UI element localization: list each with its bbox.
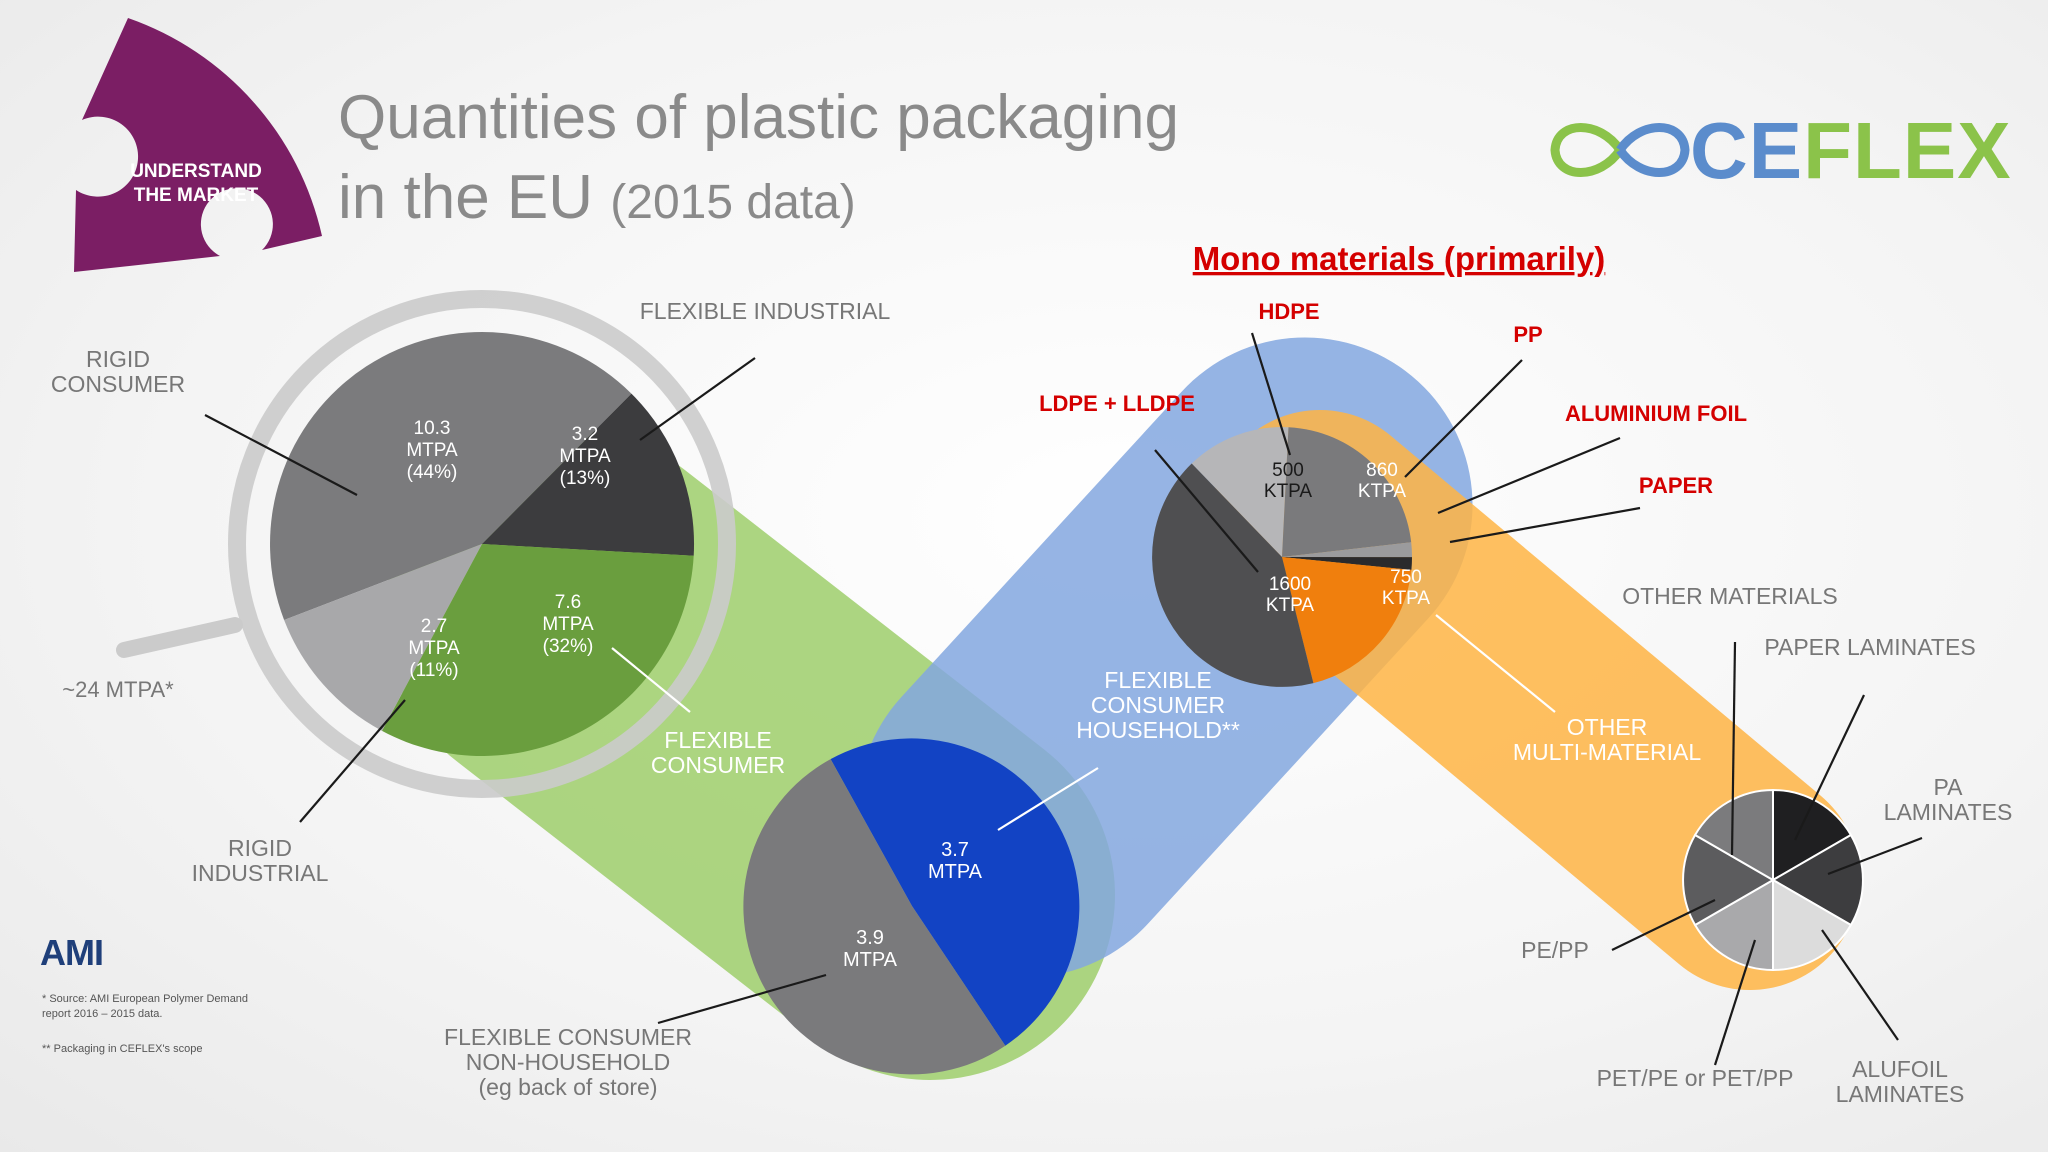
other-materials-slice-paper-laminates bbox=[1772, 788, 1853, 882]
household-slice-pp bbox=[1282, 427, 1412, 557]
leader-paper-laminates bbox=[1794, 694, 1865, 841]
footnote-source-1: * Source: AMI European Polymer Demand bbox=[42, 993, 249, 1005]
household-value: 3.7 MTPA bbox=[928, 839, 983, 883]
infinity-logo-icon bbox=[1550, 123, 1690, 177]
brand-left: CE bbox=[1690, 106, 1804, 195]
page-title-main: in the EU bbox=[338, 163, 594, 232]
page-title-line1: Quantities of plastic packaging bbox=[338, 83, 1179, 152]
flex-consumer-slice-flexible-consumer-non-household-eg-back-of-store bbox=[743, 759, 1006, 1075]
other-materials-slice-pa-laminates bbox=[1771, 833, 1864, 927]
label-paper-laminates: PAPER LAMINATES bbox=[1764, 634, 1975, 660]
household-value-other-multi-material: 750 KTPA bbox=[1382, 567, 1431, 609]
leader-non-household bbox=[657, 973, 827, 1025]
page-title-line2: in the EU (2015 data) bbox=[338, 162, 856, 233]
total-slice-rigid-industrial bbox=[284, 544, 482, 731]
household-slice-other-multi-material bbox=[1282, 557, 1412, 684]
flex-consumer-slice-flexible-consumer-household bbox=[830, 738, 1080, 1046]
label-flexible-industrial: FLEXIBLE INDUSTRIAL bbox=[640, 298, 891, 324]
label-other-multi-material: OTHER MULTI-MATERIAL bbox=[1513, 714, 1701, 765]
non-household-value: 3.9 MTPA bbox=[843, 927, 898, 971]
leader-rigid-industrial bbox=[299, 699, 406, 823]
label-paper: PAPER bbox=[1639, 473, 1713, 498]
label-total-mtpa: ~24 MTPA* bbox=[62, 677, 174, 702]
leader-hdpe bbox=[1250, 332, 1292, 456]
badge-line2: THE MARKET bbox=[133, 185, 259, 206]
household-value-pp: 860 KTPA bbox=[1358, 460, 1407, 502]
label-flexible-consumer: FLEXIBLE CONSUMER bbox=[651, 727, 785, 778]
leader-other-multi-material bbox=[1435, 614, 1556, 713]
badge-shape bbox=[74, 18, 322, 272]
other-materials-slice-alufoil-laminates bbox=[1772, 878, 1853, 972]
total-slice-value-flexible-consumer: 7.6 MTPA (32%) bbox=[542, 592, 594, 657]
household-value-hdpe: 500 KTPA bbox=[1264, 460, 1313, 502]
household-slice-ldpe-lldpe bbox=[1152, 463, 1314, 687]
footnote-source-2: report 2016 – 2015 data. bbox=[42, 1008, 163, 1020]
leader-ldpe-lldpe bbox=[1154, 449, 1259, 573]
footnote-scope: ** Packaging in CEFLEX's scope bbox=[42, 1043, 203, 1055]
total-slice-value-rigid-industrial: 2.7 MTPA (11%) bbox=[408, 616, 460, 681]
label-pp: PP bbox=[1513, 322, 1542, 347]
label-pa-laminates: PA LAMINATES bbox=[1884, 774, 2013, 825]
total-slice-rigid-consumer bbox=[270, 332, 632, 620]
household-value-ldpe-lldpe: 1600 KTPA bbox=[1266, 574, 1315, 616]
brand-right: FLEX bbox=[1803, 106, 2012, 195]
total-slice-flexible-industrial bbox=[482, 393, 695, 556]
leader-rigid-consumer bbox=[204, 414, 358, 496]
label-alufoil-laminates: ALUFOIL LAMINATES bbox=[1836, 1056, 1965, 1107]
label-hdpe: HDPE bbox=[1258, 299, 1319, 324]
other-materials-slice-pe-pp bbox=[1682, 833, 1775, 927]
label-pet-pe-pet-pp: PET/PE or PET/PP bbox=[1597, 1065, 1794, 1091]
label-ldpe-lldpe: LDPE + LLDPE bbox=[1039, 391, 1195, 416]
household-slice-paper bbox=[1282, 557, 1413, 570]
total-slice-value-flexible-industrial: 3.2 MTPA (13%) bbox=[559, 424, 611, 489]
magnifier-handle bbox=[116, 617, 243, 658]
total-slice-flexible-consumer bbox=[382, 544, 694, 756]
mono-materials-heading: Mono materials (primarily) bbox=[1193, 240, 1606, 277]
label-rigid-industrial: RIGID INDUSTRIAL bbox=[192, 835, 329, 886]
total-slice-value-rigid-consumer: 10.3 MTPA (44%) bbox=[406, 418, 458, 483]
leader-household bbox=[997, 767, 1099, 831]
label-aluminium-foil: ALUMINIUM FOIL bbox=[1565, 401, 1747, 426]
leader-aluminium-foil bbox=[1437, 436, 1621, 515]
leader-pet-pe-pet-pp bbox=[1713, 939, 1757, 1066]
leader-other-materials bbox=[1730, 641, 1737, 856]
ceflex-logo: CEFLEX bbox=[1690, 105, 2012, 197]
household-slice-aluminium-foil bbox=[1282, 542, 1413, 558]
label-pe-pp: PE/PP bbox=[1521, 937, 1589, 963]
leader-flexible-industrial bbox=[639, 357, 756, 441]
leader-pp bbox=[1404, 359, 1523, 478]
leader-pe-pp bbox=[1611, 899, 1716, 951]
label-non-household: FLEXIBLE CONSUMER NON-HOUSEHOLD (eg back o… bbox=[444, 1024, 692, 1100]
label-other-materials: OTHER MATERIALS bbox=[1622, 583, 1838, 609]
other-materials-slice-other bbox=[1693, 788, 1774, 882]
household-slice-hdpe bbox=[1191, 427, 1289, 557]
label-rigid-consumer: RIGID CONSUMER bbox=[51, 346, 185, 397]
leader-pa-laminates bbox=[1827, 836, 1923, 876]
leader-alufoil-laminates bbox=[1821, 929, 1899, 1041]
magnifier-ring bbox=[228, 290, 736, 798]
leader-paper bbox=[1449, 506, 1641, 544]
page-title-small: (2015 data) bbox=[610, 176, 856, 229]
ami-logo: AMI bbox=[40, 932, 104, 973]
leader-flexible-consumer bbox=[611, 647, 691, 713]
badge-line1: UNDERSTAND bbox=[130, 161, 262, 182]
understand-the-market-badge: UNDERSTAND THE MARKET bbox=[60, 160, 332, 208]
label-household: FLEXIBLE CONSUMER HOUSEHOLD** bbox=[1076, 667, 1240, 743]
